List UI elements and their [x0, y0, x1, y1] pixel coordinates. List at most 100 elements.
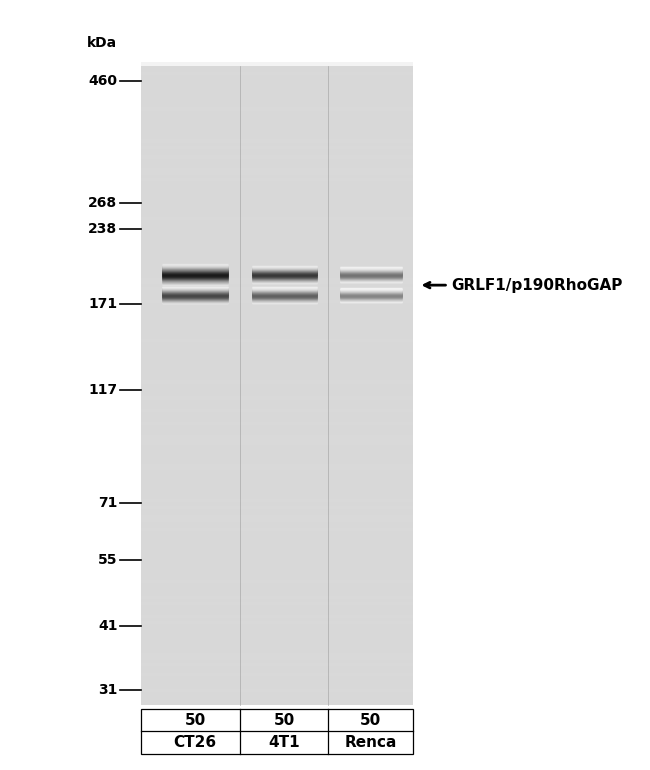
Bar	[141, 265, 413, 268]
Bar	[141, 512, 413, 515]
Bar	[141, 393, 413, 397]
Bar	[141, 258, 413, 262]
Bar	[141, 332, 413, 336]
Bar	[141, 444, 413, 448]
Bar	[141, 107, 413, 111]
Bar	[141, 65, 413, 705]
Bar	[141, 666, 413, 669]
Bar	[141, 293, 413, 296]
Bar	[141, 149, 413, 152]
Text: 238: 238	[88, 223, 118, 236]
Bar	[141, 133, 413, 136]
Bar	[141, 557, 413, 561]
Bar	[141, 326, 413, 329]
Bar	[141, 410, 413, 413]
Bar	[141, 255, 413, 258]
Bar	[141, 573, 413, 576]
Bar	[141, 506, 413, 509]
Bar	[141, 599, 413, 602]
Bar	[141, 644, 413, 647]
Bar	[141, 156, 413, 159]
Bar	[141, 679, 413, 682]
Bar	[141, 111, 413, 114]
Bar	[141, 522, 413, 525]
Bar	[141, 438, 413, 441]
Bar	[141, 400, 413, 403]
Bar	[141, 564, 413, 567]
Bar	[141, 290, 413, 293]
Bar	[141, 169, 413, 172]
Text: kDa: kDa	[87, 36, 118, 50]
Bar	[141, 576, 413, 580]
Bar	[141, 284, 413, 287]
Bar	[141, 551, 413, 554]
Bar	[141, 528, 413, 531]
Bar	[141, 403, 413, 406]
Bar	[141, 470, 413, 474]
Text: 71: 71	[98, 496, 118, 510]
Bar	[141, 480, 413, 483]
Bar	[141, 181, 413, 184]
Bar	[141, 98, 413, 101]
Bar	[141, 422, 413, 425]
Bar	[141, 628, 413, 631]
Bar	[141, 297, 413, 300]
Bar	[141, 239, 413, 243]
Bar	[141, 72, 413, 75]
Bar	[141, 300, 413, 303]
Bar	[141, 541, 413, 544]
Bar	[141, 213, 413, 216]
Bar	[141, 682, 413, 685]
Bar	[141, 660, 413, 663]
Bar	[141, 583, 413, 586]
Bar	[141, 669, 413, 673]
Bar	[141, 515, 413, 518]
Bar	[141, 243, 413, 246]
Bar	[141, 188, 413, 191]
Bar	[141, 554, 413, 557]
Bar	[141, 271, 413, 274]
Bar	[141, 448, 413, 451]
Bar	[141, 104, 413, 107]
Bar	[141, 207, 413, 210]
Bar	[141, 499, 413, 502]
Bar	[141, 692, 413, 695]
Bar	[141, 364, 413, 367]
Bar	[141, 223, 413, 226]
Bar	[141, 429, 413, 432]
Bar	[141, 634, 413, 638]
Text: CT26: CT26	[174, 735, 216, 750]
Bar	[141, 631, 413, 634]
Bar	[141, 534, 413, 537]
Bar	[141, 159, 413, 162]
Bar	[141, 178, 413, 181]
Bar	[141, 676, 413, 679]
Text: 268: 268	[88, 196, 118, 209]
Bar	[141, 370, 413, 374]
Bar	[141, 210, 413, 213]
Bar	[141, 339, 413, 342]
Bar	[141, 425, 413, 429]
Bar	[141, 329, 413, 332]
Bar	[141, 65, 413, 69]
Bar	[141, 432, 413, 435]
Bar	[141, 184, 413, 188]
Bar	[141, 191, 413, 194]
Bar	[141, 165, 413, 169]
Bar	[141, 618, 413, 621]
Bar	[141, 92, 413, 95]
Bar	[141, 474, 413, 477]
Bar	[141, 547, 413, 551]
Bar	[141, 387, 413, 390]
Bar	[141, 518, 413, 522]
Bar	[141, 663, 413, 666]
Bar	[141, 130, 413, 133]
Bar	[141, 467, 413, 470]
Bar	[141, 175, 413, 178]
Bar	[141, 126, 413, 130]
Bar	[141, 641, 413, 644]
Bar	[141, 342, 413, 345]
Bar	[141, 657, 413, 660]
Bar	[141, 441, 413, 444]
Bar	[141, 416, 413, 419]
